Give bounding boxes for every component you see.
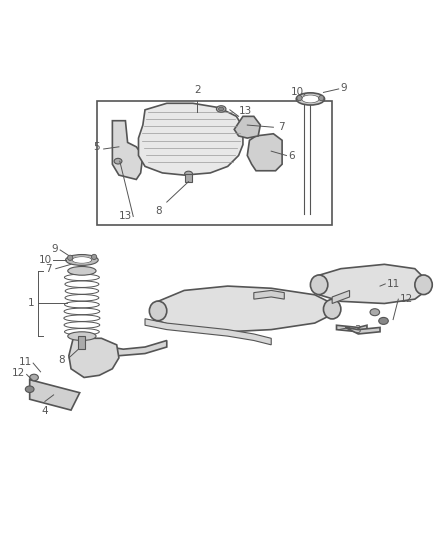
Bar bbox=[185, 174, 191, 182]
Text: 8: 8 bbox=[155, 206, 161, 216]
Polygon shape bbox=[254, 290, 284, 299]
Text: 7: 7 bbox=[278, 122, 284, 132]
Ellipse shape bbox=[216, 106, 226, 112]
Polygon shape bbox=[145, 319, 271, 345]
Text: 9: 9 bbox=[341, 83, 347, 93]
Polygon shape bbox=[319, 264, 424, 303]
Ellipse shape bbox=[114, 158, 122, 164]
Text: 6: 6 bbox=[289, 150, 295, 160]
Text: 5: 5 bbox=[93, 142, 99, 152]
Ellipse shape bbox=[296, 93, 325, 105]
Polygon shape bbox=[234, 116, 260, 138]
Text: 7: 7 bbox=[45, 264, 51, 273]
Ellipse shape bbox=[72, 256, 92, 264]
Polygon shape bbox=[138, 103, 243, 175]
Ellipse shape bbox=[415, 275, 432, 295]
Bar bbox=[97, 101, 332, 225]
Text: 12: 12 bbox=[399, 294, 413, 304]
Ellipse shape bbox=[67, 255, 73, 261]
Text: 1: 1 bbox=[28, 298, 34, 309]
Polygon shape bbox=[69, 338, 119, 377]
Ellipse shape bbox=[319, 95, 324, 101]
Polygon shape bbox=[113, 120, 143, 180]
Ellipse shape bbox=[219, 107, 224, 111]
Ellipse shape bbox=[379, 318, 389, 325]
Ellipse shape bbox=[68, 266, 96, 275]
Text: 8: 8 bbox=[58, 355, 64, 365]
Text: 11: 11 bbox=[387, 279, 400, 289]
Ellipse shape bbox=[66, 255, 98, 265]
Polygon shape bbox=[336, 325, 367, 332]
Ellipse shape bbox=[311, 275, 328, 295]
Ellipse shape bbox=[323, 300, 341, 319]
Text: 4: 4 bbox=[42, 406, 48, 416]
Polygon shape bbox=[158, 286, 332, 332]
Polygon shape bbox=[30, 379, 80, 410]
Polygon shape bbox=[247, 134, 282, 171]
Ellipse shape bbox=[25, 386, 34, 392]
Bar bbox=[78, 336, 85, 349]
Text: 10: 10 bbox=[38, 255, 51, 265]
Ellipse shape bbox=[68, 332, 96, 341]
Ellipse shape bbox=[302, 94, 319, 103]
Polygon shape bbox=[332, 290, 350, 303]
Text: 10: 10 bbox=[291, 87, 304, 98]
Polygon shape bbox=[345, 327, 380, 334]
Text: 13: 13 bbox=[239, 107, 252, 116]
Ellipse shape bbox=[30, 374, 39, 381]
Polygon shape bbox=[86, 338, 167, 356]
Ellipse shape bbox=[149, 301, 167, 321]
Ellipse shape bbox=[370, 309, 380, 316]
Text: 13: 13 bbox=[119, 212, 132, 221]
Text: 12: 12 bbox=[12, 368, 25, 378]
Ellipse shape bbox=[297, 95, 302, 101]
Text: 2: 2 bbox=[194, 85, 201, 94]
Text: 11: 11 bbox=[18, 357, 32, 367]
Ellipse shape bbox=[92, 254, 97, 260]
Ellipse shape bbox=[185, 171, 192, 176]
Text: 3: 3 bbox=[354, 325, 360, 335]
Text: 9: 9 bbox=[51, 244, 58, 254]
